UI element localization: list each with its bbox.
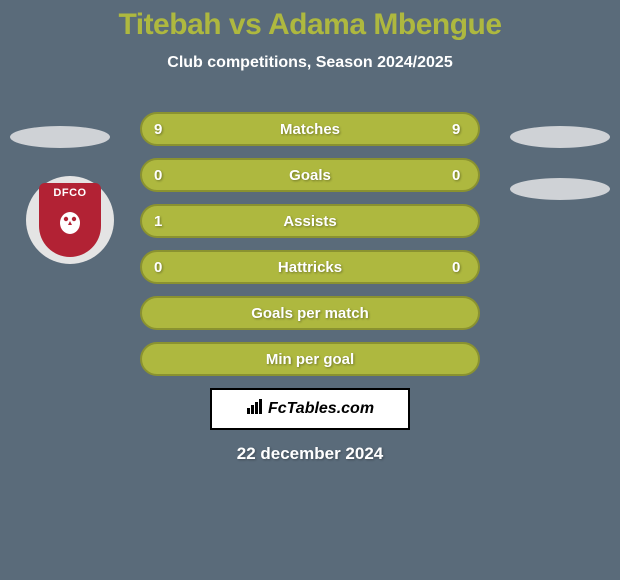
stat-label: Min per goal [266,351,354,368]
stat-left-value: 0 [154,259,168,276]
chart-icon [246,399,264,420]
stat-label: Matches [280,121,340,138]
stat-label: Goals [289,167,331,184]
stat-row-min-per-goal: Min per goal [140,342,480,376]
stat-right-value: 0 [452,167,466,184]
stats-comparison: 9 Matches 9 0 Goals 0 1 Assists 0 Hattri… [140,112,480,376]
page-title: Titebah vs Adama Mbengue [0,8,620,42]
owl-icon [55,207,85,244]
stat-row-goals-per-match: Goals per match [140,296,480,330]
stat-left-value: 9 [154,121,168,138]
footer-date: 22 december 2024 [0,444,620,464]
stat-row-matches: 9 Matches 9 [140,112,480,146]
player-right-silhouette-2 [510,178,610,200]
player-left-silhouette [10,126,110,148]
stat-label: Assists [283,213,336,230]
stat-left-value: 1 [154,213,168,230]
club-shield: DFCO [39,183,101,257]
stat-left-value: 0 [154,167,168,184]
stat-row-assists: 1 Assists [140,204,480,238]
stat-label: Goals per match [251,305,369,322]
page-subtitle: Club competitions, Season 2024/2025 [0,54,620,72]
stat-row-hattricks: 0 Hattricks 0 [140,250,480,284]
stat-right-value: 9 [452,121,466,138]
stat-label: Hattricks [278,259,342,276]
stat-right-value: 0 [452,259,466,276]
club-badge-left: DFCO [26,176,114,264]
club-badge-text: DFCO [39,187,101,199]
player-right-silhouette-1 [510,126,610,148]
brand-badge: FcTables.com [210,388,410,430]
brand-text: FcTables.com [268,400,374,418]
stat-row-goals: 0 Goals 0 [140,158,480,192]
